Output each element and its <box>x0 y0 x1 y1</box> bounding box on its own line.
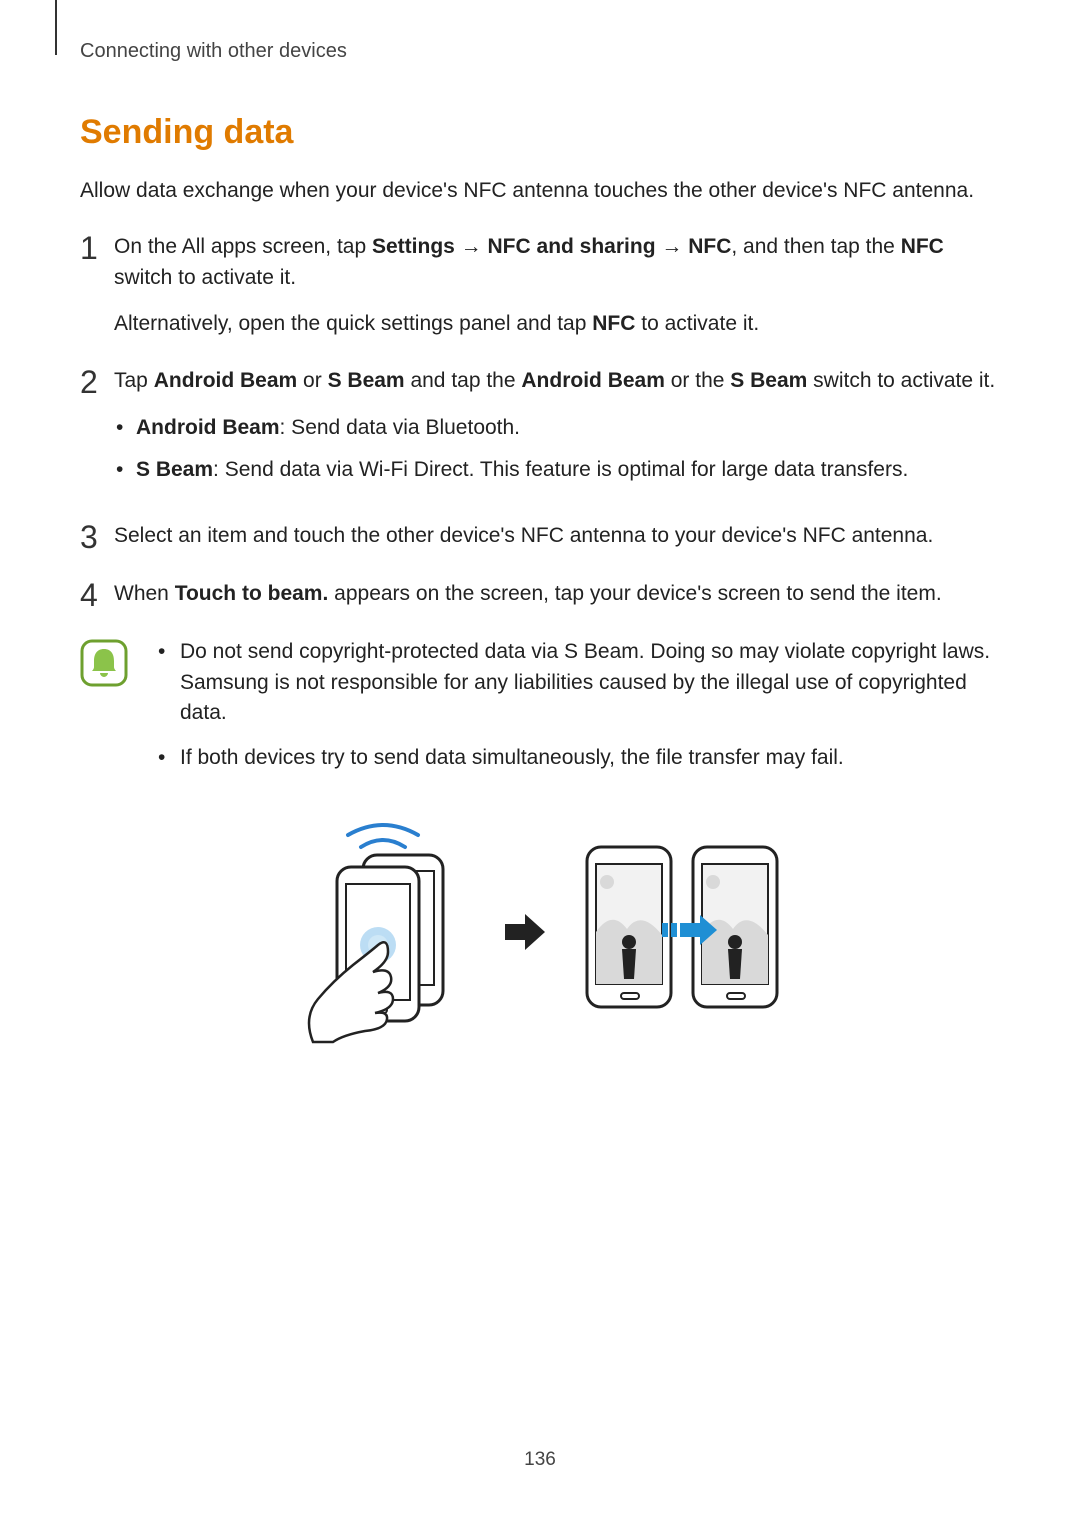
bold-text: NFC <box>688 235 731 258</box>
note-item: If both devices try to send data simulta… <box>158 743 1000 773</box>
bold-text: S Beam <box>730 369 807 392</box>
bold-text: S Beam <box>328 369 405 392</box>
illustration-transfer-icon <box>577 837 787 1027</box>
bullet-item: S Beam: Send data via Wi-Fi Direct. This… <box>136 454 1000 486</box>
bold-text: NFC <box>901 235 944 258</box>
nfc-illustration <box>80 817 1000 1047</box>
section-title: Sending data <box>80 113 1000 152</box>
page-content: Connecting with other devices Sending da… <box>0 0 1080 1047</box>
steps-list: 1On the All apps screen, tap Settings → … <box>80 232 1000 611</box>
illustration-touch-icon <box>293 817 473 1047</box>
step-body: On the All apps screen, tap Settings → N… <box>114 232 1000 339</box>
step-number: 2 <box>80 366 114 398</box>
bullet-item: Android Beam: Send data via Bluetooth. <box>136 412 1000 444</box>
step-body: Select an item and touch the other devic… <box>114 521 1000 551</box>
step-body: Tap Android Beam or S Beam and tap the A… <box>114 366 1000 495</box>
arrow-right-icon <box>503 912 547 952</box>
step: 2Tap Android Beam or S Beam and tap the … <box>80 366 1000 495</box>
intro-text: Allow data exchange when your device's N… <box>80 176 1000 206</box>
notes-list: Do not send copyright-protected data via… <box>158 637 1000 787</box>
step: 3Select an item and touch the other devi… <box>80 521 1000 553</box>
bold-text: Settings <box>372 235 455 258</box>
step-number: 3 <box>80 521 114 553</box>
bold-text: S Beam <box>136 458 213 481</box>
step-text: When Touch to beam. appears on the scree… <box>114 579 1000 609</box>
step-bullets: Android Beam: Send data via Bluetooth. S … <box>114 412 1000 485</box>
bold-text: Touch to beam. <box>175 582 329 605</box>
step: 4When Touch to beam. appears on the scre… <box>80 579 1000 611</box>
bell-note-icon <box>80 639 128 687</box>
step-text: Tap Android Beam or S Beam and tap the A… <box>114 366 1000 396</box>
step-text: Select an item and touch the other devic… <box>114 521 1000 551</box>
step-number: 1 <box>80 232 114 264</box>
step-text: On the All apps screen, tap Settings → N… <box>114 232 1000 293</box>
note-item: Do not send copyright-protected data via… <box>158 637 1000 728</box>
bold-text: Android Beam <box>521 369 665 392</box>
bold-text: NFC and sharing <box>488 235 656 258</box>
breadcrumb: Connecting with other devices <box>80 40 1000 63</box>
bold-text: NFC <box>592 312 635 335</box>
page-side-rule <box>55 0 57 55</box>
bold-text: Android Beam <box>136 416 280 439</box>
note-block: Do not send copyright-protected data via… <box>80 637 1000 787</box>
step-extra-text: Alternatively, open the quick settings p… <box>114 309 1000 339</box>
bold-text: Android Beam <box>154 369 298 392</box>
step: 1On the All apps screen, tap Settings → … <box>80 232 1000 339</box>
page-number: 136 <box>0 1449 1080 1471</box>
step-body: When Touch to beam. appears on the scree… <box>114 579 1000 609</box>
step-number: 4 <box>80 579 114 611</box>
